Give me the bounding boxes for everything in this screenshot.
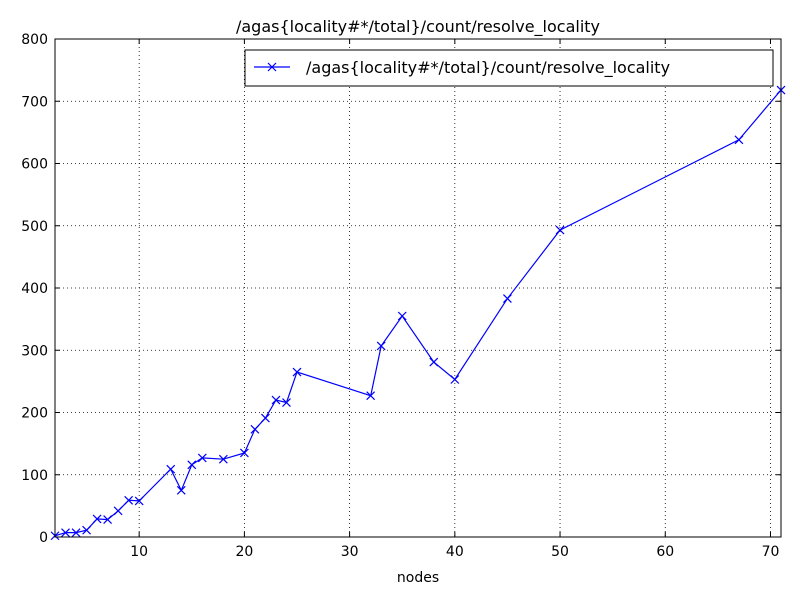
marker-stroke	[176, 485, 186, 495]
data-point-marker	[503, 294, 512, 304]
marker-stroke	[82, 525, 91, 535]
marker-stroke	[187, 460, 197, 470]
y-tick-label: 100	[21, 468, 48, 484]
data-point-marker	[124, 495, 134, 505]
data-point-marker	[92, 514, 102, 524]
marker-stroke	[503, 294, 512, 304]
marker-stroke	[397, 311, 407, 321]
marker-stroke	[166, 464, 176, 474]
data-point-marker	[166, 464, 176, 474]
marker-stroke	[61, 528, 70, 538]
data-point-marker	[197, 453, 207, 463]
data-point-marker	[82, 525, 91, 535]
data-point-marker	[71, 528, 81, 538]
data-point-marker	[376, 341, 386, 351]
y-tick-label: 700	[21, 94, 48, 110]
data-point-marker	[271, 395, 281, 405]
data-point-marker	[239, 448, 249, 458]
marker-stroke	[292, 367, 302, 377]
marker-stroke	[429, 357, 439, 367]
grid	[55, 38, 781, 538]
data-point-marker	[397, 311, 407, 321]
chart-title: /agas{locality#*/total}/count/resolve_lo…	[236, 17, 600, 37]
x-axis-label: nodes	[397, 570, 439, 586]
marker-stroke	[250, 424, 260, 434]
data-point-marker	[218, 454, 228, 464]
data-point-marker	[282, 398, 291, 407]
marker-stroke	[271, 395, 281, 405]
x-tick-label: 40	[446, 544, 464, 560]
data-point-marker	[366, 391, 376, 401]
y-tick-label: 600	[21, 157, 48, 173]
x-tick-label: 70	[762, 544, 780, 560]
data-point-marker	[113, 506, 123, 516]
marker-stroke	[450, 375, 460, 384]
x-tick-label: 50	[551, 544, 569, 560]
marker-stroke	[218, 454, 228, 464]
y-tick-label: 400	[21, 281, 48, 297]
data-point-marker	[555, 225, 565, 235]
y-tick-label: 500	[21, 219, 48, 235]
x-tick-label: 10	[130, 544, 148, 560]
legend-label: /agas{locality#*/total}/count/resolve_lo…	[306, 58, 670, 78]
data-point-marker	[134, 496, 144, 506]
data-point-marker	[450, 375, 460, 384]
marker-stroke	[71, 528, 81, 538]
y-tick-label: 300	[21, 343, 48, 359]
marker-stroke	[197, 453, 207, 463]
legend-box	[244, 49, 774, 87]
marker-stroke	[134, 496, 144, 506]
legend-marker	[267, 62, 277, 72]
marker-stroke	[282, 398, 291, 407]
data-point-marker	[734, 135, 744, 145]
data-point-marker	[292, 367, 302, 377]
data-point-marker	[103, 515, 113, 524]
data-point-marker	[187, 460, 197, 470]
x-tick-label: 60	[656, 544, 674, 560]
plot-area	[50, 85, 786, 541]
marker-stroke	[239, 448, 249, 458]
data-point-marker	[429, 357, 439, 367]
data-point-marker	[176, 485, 186, 495]
y-tick-label: 800	[21, 32, 48, 48]
marker-stroke	[113, 506, 123, 516]
marker-stroke	[124, 495, 134, 505]
data-point-marker	[250, 424, 260, 434]
marker-stroke	[366, 391, 376, 401]
legend: /agas{locality#*/total}/count/resolve_lo…	[244, 49, 774, 87]
y-tick-label: 0	[39, 530, 48, 546]
marker-stroke	[555, 225, 565, 235]
marker-stroke	[376, 341, 386, 351]
marker-stroke	[261, 413, 270, 423]
x-tick-label: 30	[341, 544, 359, 560]
marker-stroke	[734, 135, 744, 145]
marker-stroke	[103, 515, 113, 524]
x-tick-label: 20	[235, 544, 253, 560]
y-tick-label: 200	[21, 406, 48, 422]
data-point-marker	[61, 528, 70, 538]
data-point-marker	[261, 413, 270, 423]
marker-stroke	[92, 514, 102, 524]
